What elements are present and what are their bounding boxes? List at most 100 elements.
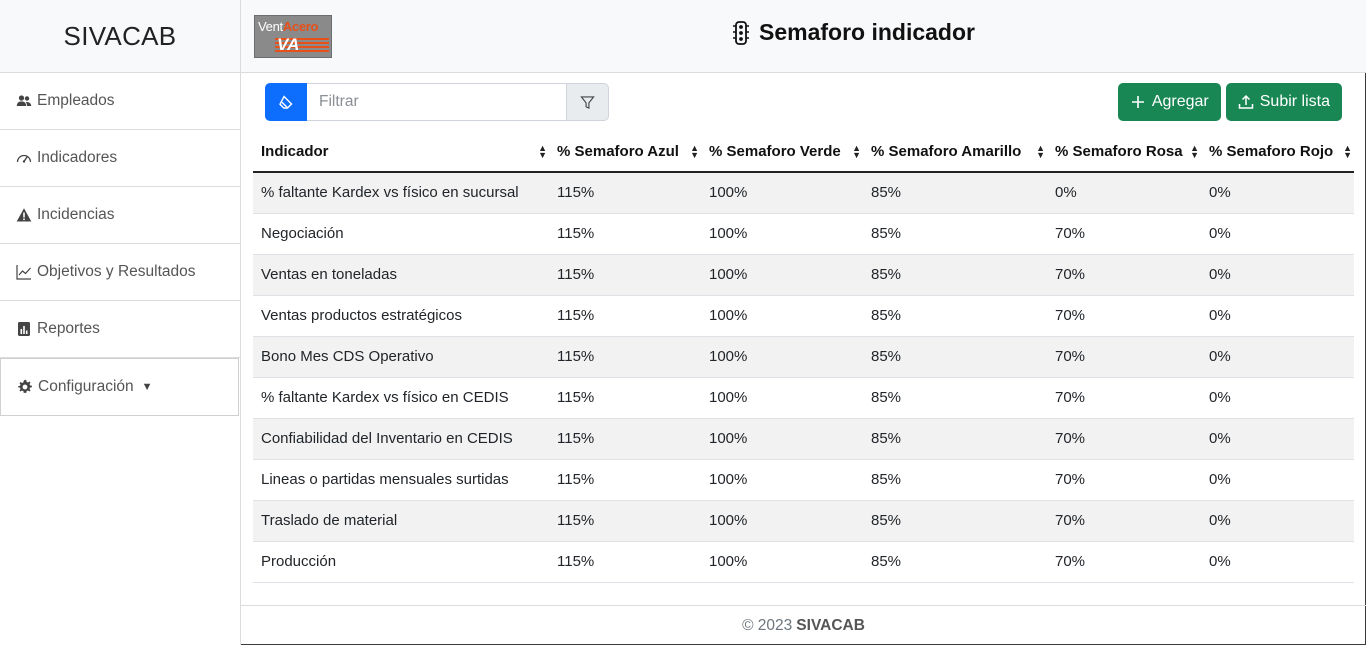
- column-header-verde[interactable]: % Semaforo Verde ▲ ▼: [701, 131, 863, 173]
- column-header-indicador[interactable]: Indicador ▲ ▼: [253, 131, 549, 173]
- indicator-table: Indicador ▲ ▼ % Semaforo Azul ▲ ▼ % Semaforo…: [253, 131, 1354, 583]
- table-cell: 115%: [549, 459, 701, 501]
- table-cell: 85%: [863, 541, 1047, 583]
- action-buttons: Agregar Subir lista: [1117, 83, 1342, 121]
- sidebar: SIVACAB Empleados Indicadores Incidencia…: [0, 0, 241, 645]
- table-cell: 115%: [549, 500, 701, 542]
- table-cell: 85%: [863, 254, 1047, 296]
- table-cell: 115%: [549, 377, 701, 419]
- column-header-label: % Semaforo Rojo: [1209, 142, 1334, 160]
- table-cell: 85%: [863, 172, 1047, 214]
- logo-stripes: [275, 38, 329, 54]
- table-cell: 100%: [701, 418, 863, 460]
- filter-button[interactable]: [567, 83, 609, 121]
- table-cell: 115%: [549, 541, 701, 583]
- sidebar-item-reportes[interactable]: Reportes: [0, 301, 240, 358]
- sort-icon: ▲ ▼: [1036, 143, 1045, 160]
- top-header: VentAcero VA Semaforo indicador: [241, 0, 1366, 73]
- table-row[interactable]: Negociación 115% 100% 85% 70% 0%: [253, 213, 1354, 255]
- sidebar-item-incidencias[interactable]: Incidencias: [0, 187, 240, 244]
- table-cell: 0%: [1201, 500, 1354, 542]
- sort-icon: ▲ ▼: [1343, 143, 1352, 160]
- sort-icon: ▲ ▼: [538, 143, 547, 160]
- filter-input[interactable]: [307, 83, 567, 121]
- upload-list-button[interactable]: Subir lista: [1225, 83, 1342, 121]
- line-chart-icon: [16, 265, 31, 280]
- table-body: % faltante Kardex vs físico en sucursal 1…: [253, 172, 1354, 583]
- table-cell: 100%: [701, 500, 863, 542]
- column-header-label: % Semaforo Azul: [557, 142, 679, 160]
- footer-copyright: © 2023: [742, 616, 793, 634]
- column-header-rojo[interactable]: % Semaforo Rojo ▲ ▼: [1201, 131, 1354, 173]
- footer-brand: SIVACAB: [796, 616, 865, 634]
- table-cell: 85%: [863, 336, 1047, 378]
- table-row[interactable]: Ventas productos estratégicos 115% 100% 85%…: [253, 295, 1354, 337]
- gear-icon: [18, 379, 32, 393]
- sort-icon: ▲ ▼: [1190, 143, 1199, 160]
- table-cell: % faltante Kardex vs físico en sucursal: [253, 172, 549, 214]
- table-cell: 115%: [549, 418, 701, 460]
- table-cell: 0%: [1201, 541, 1354, 583]
- table-row[interactable]: Traslado de material 115% 100% 85% 70% 0%: [253, 500, 1354, 542]
- table-cell: 70%: [1047, 377, 1201, 419]
- table-row[interactable]: Lineas o partidas mensuales surtidas 115%…: [253, 459, 1354, 501]
- sort-icon: ▲ ▼: [690, 143, 699, 160]
- table-cell: 85%: [863, 213, 1047, 255]
- table-cell: 100%: [701, 377, 863, 419]
- caret-down-icon: ▼: [141, 381, 153, 393]
- table-row[interactable]: Bono Mes CDS Operativo 115% 100% 85% 70% 0%: [253, 336, 1354, 378]
- table-cell: 85%: [863, 295, 1047, 337]
- table-cell: 0%: [1201, 254, 1354, 296]
- column-header-label: Indicador: [261, 142, 329, 160]
- table-row[interactable]: Ventas en toneladas 115% 100% 85% 70% 0%: [253, 254, 1354, 296]
- eraser-icon: [279, 95, 293, 109]
- filter-toolbar: [265, 83, 609, 121]
- sidebar-item-objetivos[interactable]: Objetivos y Resultados: [0, 244, 240, 301]
- sidebar-item-indicadores[interactable]: Indicadores: [0, 130, 240, 187]
- table-cell: Traslado de material: [253, 500, 549, 542]
- page-title-text: Semaforo indicador: [759, 19, 975, 45]
- table-cell: 70%: [1047, 500, 1201, 542]
- table-cell: Bono Mes CDS Operativo: [253, 336, 549, 378]
- traffic-light-icon: [733, 20, 749, 45]
- table-cell: Negociación: [253, 213, 549, 255]
- table-cell: 100%: [701, 213, 863, 255]
- add-button[interactable]: Agregar: [1117, 83, 1221, 121]
- table-cell: 85%: [863, 377, 1047, 419]
- add-button-label: Agregar: [1151, 93, 1209, 110]
- table-row[interactable]: Producción 115% 100% 85% 70% 0%: [253, 541, 1354, 583]
- table-cell: Ventas productos estratégicos: [253, 295, 549, 337]
- column-header-label: % Semaforo Verde: [709, 142, 841, 160]
- column-header-label: % Semaforo Amarillo: [871, 142, 1022, 160]
- table-row[interactable]: % faltante Kardex vs físico en sucursal 1…: [253, 172, 1354, 214]
- footer: © 2023 SIVACAB: [241, 605, 1366, 645]
- table-cell: 100%: [701, 254, 863, 296]
- upload-button-label: Subir lista: [1259, 93, 1330, 110]
- logo-text-acero: Acero: [282, 19, 319, 34]
- users-icon: [16, 95, 32, 106]
- column-header-amarillo[interactable]: % Semaforo Amarillo ▲ ▼: [863, 131, 1047, 173]
- sort-icon: ▲ ▼: [852, 143, 861, 160]
- table-cell: Ventas en toneladas: [253, 254, 549, 296]
- table-row[interactable]: Confiabilidad del Inventario en CEDIS 115…: [253, 418, 1354, 460]
- table-cell: Producción: [253, 541, 549, 583]
- sidebar-item-configuracion[interactable]: Configuración ▼: [0, 358, 239, 416]
- column-header-azul[interactable]: % Semaforo Azul ▲ ▼: [549, 131, 701, 173]
- table-row[interactable]: % faltante Kardex vs físico en CEDIS 115%…: [253, 377, 1354, 419]
- table-header-row: Indicador ▲ ▼ % Semaforo Azul ▲ ▼ % Semaforo…: [253, 131, 1354, 173]
- sidebar-item-label: Empleados: [37, 92, 115, 109]
- company-logo: VentAcero VA: [254, 15, 332, 58]
- table-cell: 0%: [1201, 459, 1354, 501]
- table-cell: % faltante Kardex vs físico en CEDIS: [253, 377, 549, 419]
- sidebar-item-label: Reportes: [37, 320, 100, 337]
- clear-filter-button[interactable]: [265, 83, 307, 121]
- sidebar-item-empleados[interactable]: Empleados: [0, 73, 240, 130]
- table-cell: 0%: [1201, 418, 1354, 460]
- table-cell: 70%: [1047, 418, 1201, 460]
- table-cell: 100%: [701, 459, 863, 501]
- table-cell: 115%: [549, 172, 701, 214]
- sidebar-item-label: Configuración: [38, 378, 134, 395]
- column-header-rosa[interactable]: % Semaforo Rosa ▲ ▼: [1047, 131, 1201, 173]
- sidebar-item-label: Incidencias: [37, 206, 115, 223]
- indicator-table-container: Indicador ▲ ▼ % Semaforo Azul ▲ ▼ % Semaforo…: [253, 131, 1354, 583]
